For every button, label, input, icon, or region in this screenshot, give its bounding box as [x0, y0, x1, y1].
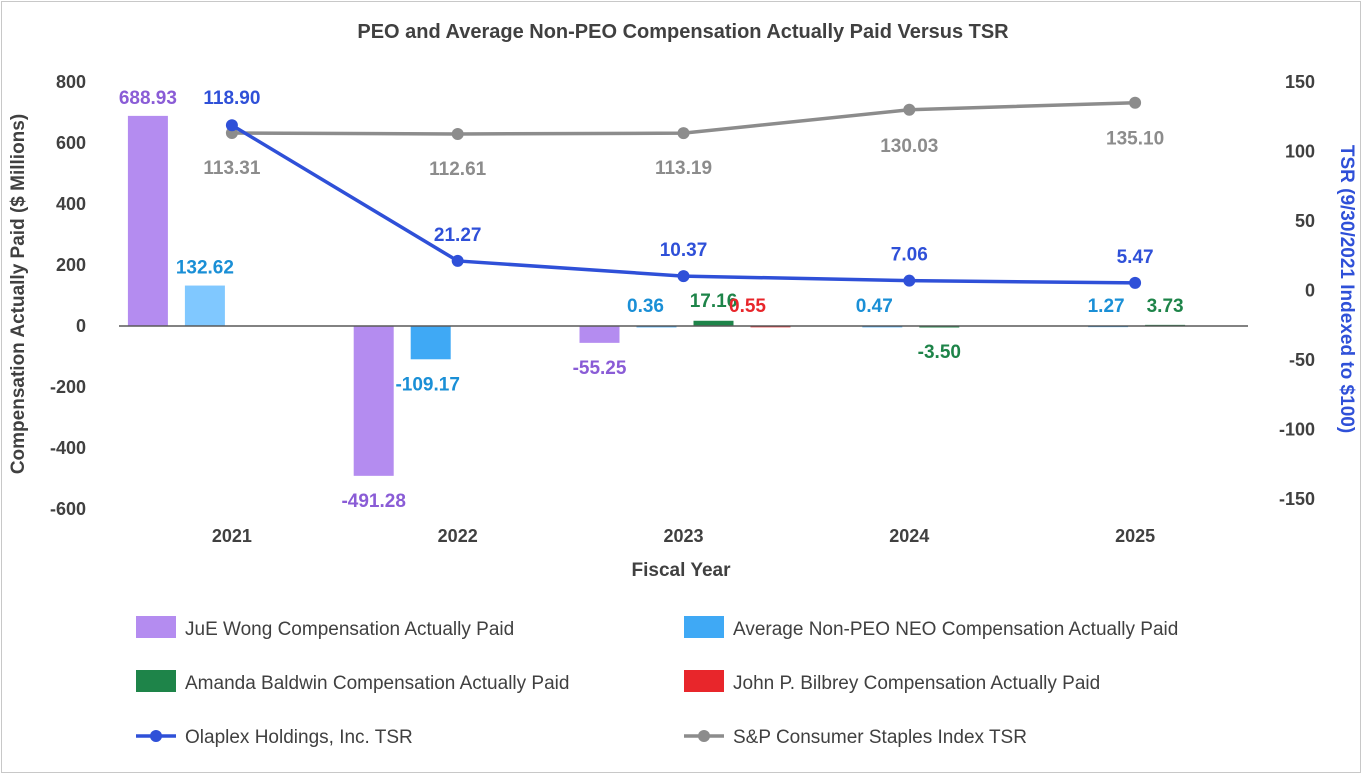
line-point: [677, 270, 690, 283]
bar-mark: [127, 115, 168, 327]
line-point: [903, 274, 916, 287]
y-tick-label: 200: [56, 255, 86, 275]
y-tick-label: 0: [76, 316, 86, 336]
data-label: 113.19: [655, 158, 712, 179]
y2-tick-label: 0: [1305, 281, 1315, 301]
legend-swatch: [684, 616, 724, 638]
legend-label: Amanda Baldwin Compensation Actually Pai…: [185, 673, 569, 694]
data-label: 0.47: [856, 296, 893, 317]
y-tick-label: 400: [56, 194, 86, 214]
data-label: 113.31: [203, 158, 260, 179]
data-label: 3.73: [1147, 296, 1184, 317]
y2-tick-label: 50: [1295, 211, 1315, 231]
data-label: -491.28: [341, 491, 405, 512]
legend-label: S&P Consumer Staples Index TSR: [733, 727, 1027, 748]
data-label: 10.37: [660, 240, 708, 261]
legend-swatch: [136, 616, 176, 638]
data-label: 130.03: [880, 136, 938, 157]
bar-mark: [410, 326, 451, 360]
legend-item: JuE Wong Compensation Actually Paid: [136, 616, 514, 640]
y-tick-label: 600: [56, 133, 86, 153]
line-point: [903, 103, 916, 116]
data-label: 17.16: [690, 291, 738, 312]
data-label: 135.10: [1106, 129, 1164, 150]
line-point: [1129, 276, 1142, 289]
data-label: 5.47: [1117, 247, 1154, 268]
left-axis-ticks: 800 600 400 200 0 -200 -400 -600: [50, 72, 86, 519]
legend-item: John P. Bilbrey Compensation Actually Pa…: [684, 670, 1100, 694]
x-tick-label: 2022: [438, 526, 478, 546]
line-point: [225, 119, 238, 132]
legend-marker: [698, 730, 710, 742]
legend: JuE Wong Compensation Actually Paid Avera…: [136, 616, 1178, 748]
y-axis-title: Compensation Actually Paid ($ Millions): [8, 114, 29, 474]
x-tick-label: 2021: [212, 526, 252, 546]
data-label: 118.90: [203, 88, 260, 109]
data-label: 112.61: [429, 159, 486, 180]
bar-mark: [184, 285, 225, 326]
x-axis-ticks: 2021 2022 2023 2024 2025: [212, 526, 1155, 546]
y2-tick-label: -50: [1289, 350, 1315, 370]
legend-label: Olaplex Holdings, Inc. TSR: [185, 727, 413, 748]
data-label: 0.55: [729, 296, 766, 317]
legend-label: Average Non-PEO NEO Compensation Actuall…: [733, 619, 1178, 640]
legend-label: JuE Wong Compensation Actually Paid: [185, 619, 514, 640]
y-tick-label: -200: [50, 377, 86, 397]
bar-mark: [353, 326, 394, 476]
legend-swatch: [684, 670, 724, 692]
line-point: [451, 127, 464, 140]
x-axis-title: Fiscal Year: [632, 560, 732, 581]
data-label: 688.93: [119, 88, 177, 109]
y2-axis-title: TSR (9/30/2021 Indexed to $100): [1336, 145, 1357, 433]
data-label: -55.25: [573, 358, 627, 379]
y-tick-label: -600: [50, 499, 86, 519]
y2-tick-label: 150: [1285, 72, 1315, 92]
y2-tick-label: 100: [1285, 142, 1315, 162]
line-marks: [225, 96, 1142, 289]
x-tick-label: 2023: [663, 526, 703, 546]
y2-tick-label: -100: [1279, 420, 1315, 440]
legend-swatch: [136, 670, 176, 692]
right-axis-ticks: 150 100 50 0 -50 -100 -150: [1279, 72, 1315, 509]
data-label: -3.50: [918, 342, 961, 363]
y2-tick-label: -150: [1279, 489, 1315, 509]
legend-label: John P. Bilbrey Compensation Actually Pa…: [733, 673, 1100, 694]
y-tick-label: 800: [56, 72, 86, 92]
legend-item: S&P Consumer Staples Index TSR: [684, 727, 1027, 748]
line-point: [677, 127, 690, 140]
legend-item: Olaplex Holdings, Inc. TSR: [136, 727, 413, 748]
legend-item: Average Non-PEO NEO Compensation Actuall…: [684, 616, 1178, 640]
data-label: -109.17: [395, 374, 459, 395]
data-labels: 688.93 -491.28 -55.25 132.62 -109.17 0.36 0.47…: [119, 88, 1184, 512]
x-tick-label: 2024: [889, 526, 929, 546]
data-label: 21.27: [434, 225, 482, 246]
data-label: 132.62: [176, 258, 234, 279]
bar-mark: [579, 326, 620, 343]
data-label: 0.36: [627, 296, 664, 317]
line-point: [1129, 96, 1142, 109]
chart-title: PEO and Average Non-PEO Compensation Act…: [357, 21, 1009, 43]
data-label: 1.27: [1088, 296, 1125, 317]
legend-marker: [150, 730, 162, 742]
bar-marks: [127, 115, 1186, 476]
legend-item: Amanda Baldwin Compensation Actually Pai…: [136, 670, 569, 694]
x-tick-label: 2025: [1115, 526, 1155, 546]
line-point: [451, 254, 464, 267]
y-tick-label: -400: [50, 438, 86, 458]
bar-mark: [693, 320, 734, 326]
data-label: 7.06: [891, 245, 928, 266]
